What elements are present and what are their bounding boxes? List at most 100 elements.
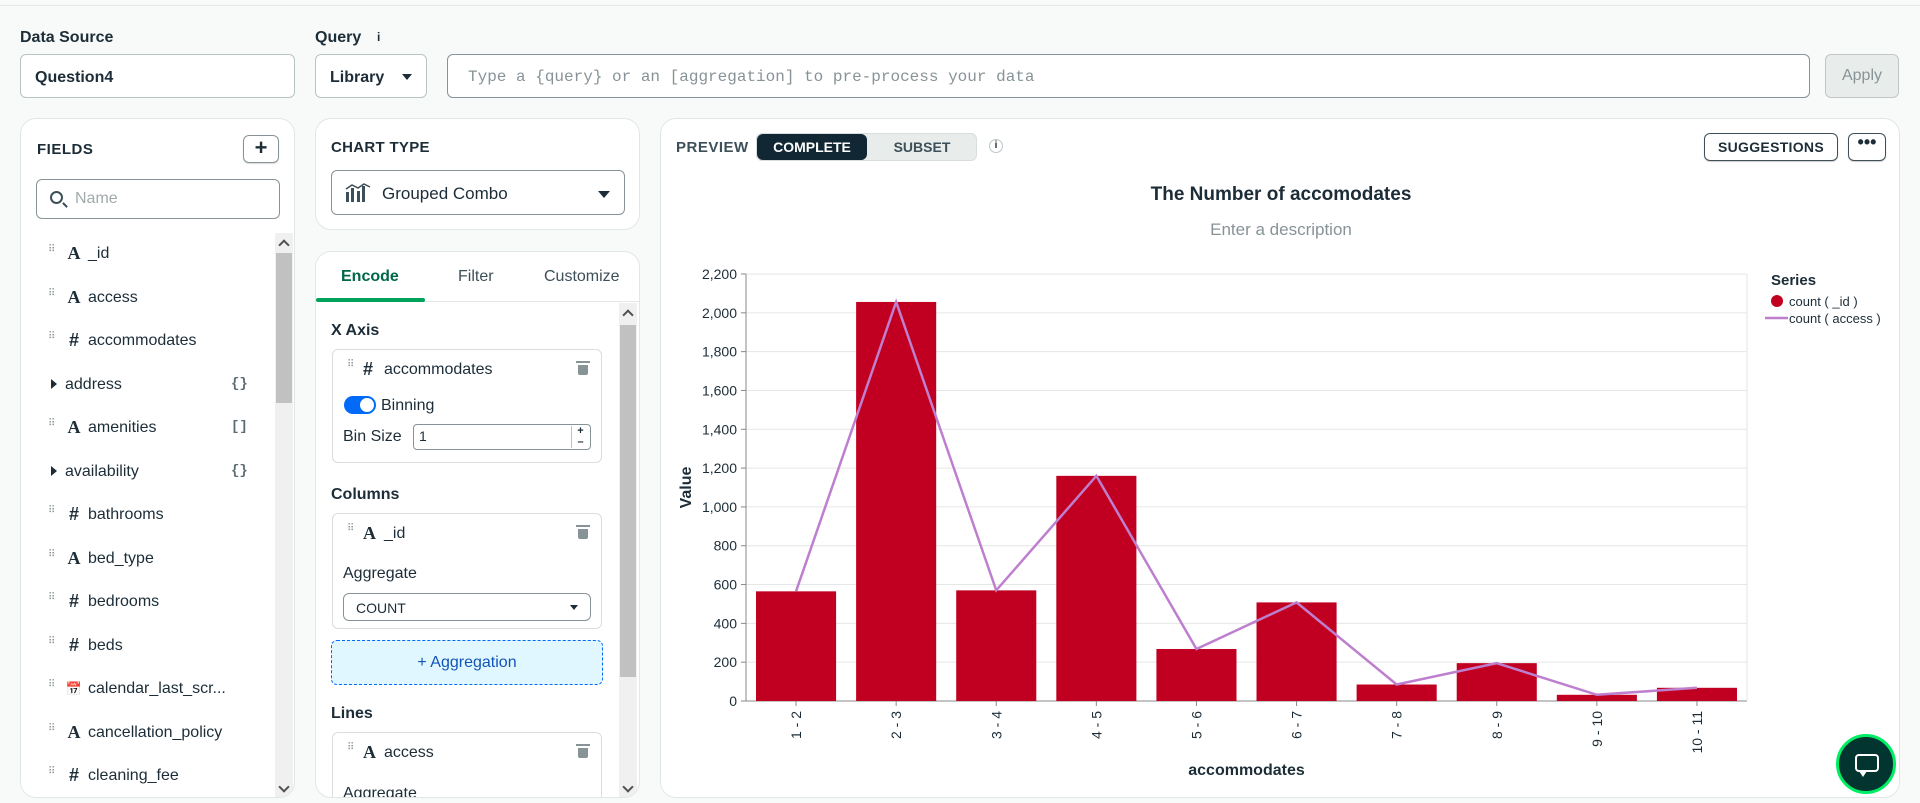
- minus-icon[interactable]: –: [577, 436, 584, 448]
- field-item[interactable]: # ⠿ accommodates: [21, 320, 276, 364]
- drag-handle-icon[interactable]: ⠿: [48, 548, 55, 560]
- preview-mode-toggle[interactable]: COMPLETE SUBSET: [756, 133, 977, 161]
- drag-handle-icon[interactable]: ⠿: [347, 742, 355, 753]
- drag-handle-icon[interactable]: ⠿: [347, 359, 355, 370]
- x-tick-label: 3 - 4: [988, 711, 1004, 739]
- drag-handle-icon[interactable]: ⠿: [48, 287, 55, 299]
- bar[interactable]: [1656, 687, 1737, 701]
- fields-title: FIELDS: [37, 141, 94, 158]
- field-item[interactable]: address {}: [21, 364, 276, 408]
- field-item[interactable]: # ⠿ bathrooms: [21, 494, 276, 538]
- mode-subset-button[interactable]: SUBSET: [893, 139, 951, 155]
- chart-title[interactable]: The Number of accomodates: [1150, 184, 1412, 205]
- expand-caret-icon[interactable]: [51, 465, 57, 476]
- data-source-input[interactable]: Question4: [20, 54, 295, 98]
- columns-card[interactable]: ⠿ A _id Aggregate COUNT: [332, 513, 602, 629]
- query-input[interactable]: Type a {query} or an [aggregation] to pr…: [447, 54, 1810, 98]
- top-divider: [0, 5, 1920, 6]
- chart-description[interactable]: Enter a description: [1210, 220, 1352, 239]
- trash-icon[interactable]: [576, 361, 590, 375]
- tab-customize[interactable]: Customize: [544, 268, 620, 285]
- fields-scrollbar[interactable]: [275, 233, 293, 797]
- aggregate-label: Aggregate: [343, 565, 417, 582]
- field-item[interactable]: # ⠿ beds: [21, 625, 276, 669]
- bar[interactable]: [1056, 475, 1137, 701]
- x-axis-card[interactable]: ⠿ # accommodates Binning Bin Size 1 + –: [332, 349, 602, 463]
- bar[interactable]: [1156, 648, 1237, 701]
- drag-handle-icon[interactable]: ⠿: [48, 766, 55, 777]
- encode-scrollbar[interactable]: [619, 303, 637, 797]
- info-icon[interactable]: i: [989, 139, 1003, 153]
- field-item[interactable]: 📅 ⠿ calendar_last_scr...: [21, 668, 276, 712]
- tab-encode[interactable]: Encode: [341, 268, 399, 285]
- bin-size-input[interactable]: 1 + –: [413, 424, 591, 450]
- bar[interactable]: [756, 591, 837, 701]
- x-tick-label: 2 - 3: [888, 711, 904, 739]
- drag-handle-icon[interactable]: ⠿: [48, 331, 55, 342]
- field-name: beds: [88, 636, 123, 654]
- bar[interactable]: [1256, 602, 1337, 701]
- x-tick-label: 8 - 9: [1489, 711, 1505, 739]
- drag-handle-icon[interactable]: ⠿: [48, 679, 55, 690]
- chevron-down-icon: [570, 605, 578, 610]
- y-tick-label: 800: [714, 538, 738, 554]
- expand-caret-icon[interactable]: [51, 378, 57, 389]
- x-tick-label: 1 - 2: [788, 711, 804, 739]
- scroll-down-icon[interactable]: [622, 781, 634, 793]
- line-field-name: access: [384, 744, 434, 761]
- scroll-down-icon[interactable]: [278, 781, 290, 793]
- bar[interactable]: [856, 301, 937, 701]
- drag-handle-icon[interactable]: ⠿: [347, 523, 355, 534]
- series-line[interactable]: [794, 298, 1698, 697]
- legend-label: count ( access ): [1789, 311, 1881, 326]
- bar[interactable]: [1556, 694, 1637, 701]
- drag-handle-icon[interactable]: ⠿: [48, 635, 55, 647]
- drag-handle-icon[interactable]: ⠿: [48, 505, 55, 516]
- lines-card[interactable]: ⠿ A access Aggregate: [332, 732, 602, 797]
- bar[interactable]: [956, 590, 1037, 701]
- apply-button[interactable]: Apply: [1825, 54, 1899, 98]
- x-axis-title: accommodates: [1188, 762, 1305, 779]
- chat-assistant-button[interactable]: [1836, 734, 1896, 794]
- library-dropdown[interactable]: Library: [315, 54, 427, 98]
- chart-type-dropdown[interactable]: Grouped Combo: [331, 170, 625, 215]
- field-name: cleaning_fee: [88, 767, 179, 784]
- query-info-icon[interactable]: i: [377, 29, 381, 44]
- scroll-up-icon[interactable]: [278, 239, 290, 251]
- field-item[interactable]: # ⠿ cleaning_fee: [21, 755, 276, 797]
- field-item[interactable]: # ⠿ bedrooms: [21, 581, 276, 625]
- x-tick-label: 9 - 10: [1589, 711, 1605, 747]
- trash-icon[interactable]: [576, 744, 590, 758]
- field-item[interactable]: A ⠿ _id: [21, 233, 276, 277]
- more-options-button[interactable]: •••: [1848, 133, 1886, 161]
- add-aggregation-button[interactable]: + Aggregation: [331, 640, 603, 685]
- bin-size-stepper[interactable]: + –: [571, 426, 589, 448]
- number-type-icon: #: [68, 330, 79, 350]
- field-search-input[interactable]: Name: [36, 179, 280, 219]
- field-item[interactable]: availability {}: [21, 451, 276, 495]
- drag-handle-icon[interactable]: ⠿: [48, 722, 55, 734]
- mode-complete-button[interactable]: COMPLETE: [757, 134, 867, 160]
- drag-handle-icon[interactable]: ⠿: [48, 244, 55, 255]
- field-item[interactable]: A ⠿ amenities []: [21, 407, 276, 451]
- field-item[interactable]: A ⠿ cancellation_policy: [21, 712, 276, 756]
- tab-filter[interactable]: Filter: [458, 268, 494, 285]
- scroll-up-icon[interactable]: [622, 309, 634, 321]
- y-tick-label: 0: [729, 693, 737, 709]
- field-item[interactable]: A ⠿ bed_type: [21, 538, 276, 582]
- binning-toggle[interactable]: [344, 396, 376, 414]
- aggregate-dropdown[interactable]: COUNT: [343, 593, 591, 621]
- add-field-button[interactable]: +: [243, 135, 279, 163]
- bar[interactable]: [1356, 684, 1437, 701]
- drag-handle-icon[interactable]: ⠿: [48, 418, 55, 429]
- drag-handle-icon[interactable]: ⠿: [48, 592, 55, 603]
- plus-icon[interactable]: +: [577, 425, 584, 437]
- field-item[interactable]: A ⠿ access: [21, 277, 276, 321]
- number-type-icon: #: [68, 591, 79, 611]
- trash-icon[interactable]: [576, 525, 590, 539]
- y-tick-label: 600: [714, 577, 738, 593]
- fields-scroll-thumb[interactable]: [276, 253, 292, 403]
- encode-scroll-thumb[interactable]: [620, 325, 636, 677]
- chart-type-title: CHART TYPE: [331, 139, 430, 156]
- suggestions-button[interactable]: SUGGESTIONS: [1704, 133, 1838, 161]
